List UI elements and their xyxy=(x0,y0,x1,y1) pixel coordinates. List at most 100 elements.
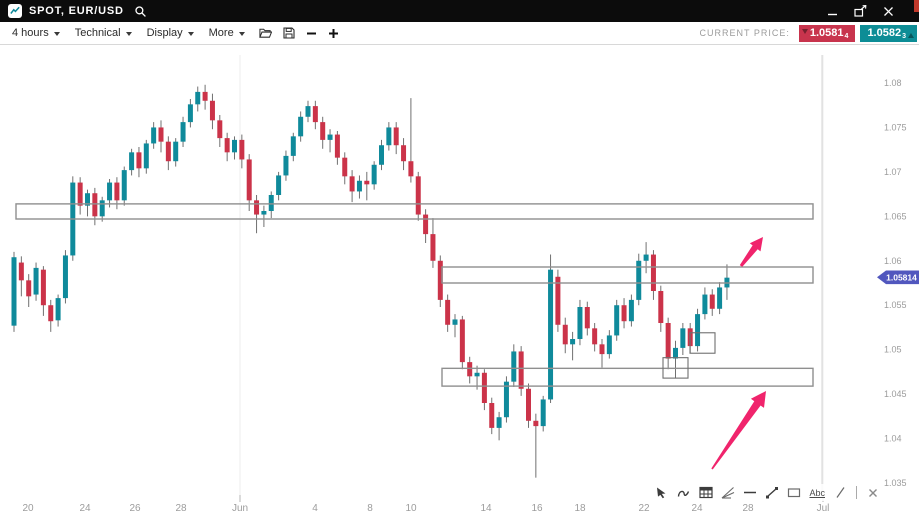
save-button[interactable] xyxy=(283,27,295,39)
y-axis-tick-label: 1.07 xyxy=(884,167,902,177)
technical-menu[interactable]: Technical xyxy=(72,25,135,41)
pointer-tool-button[interactable] xyxy=(654,485,669,500)
x-axis-tick-label: 18 xyxy=(574,503,586,514)
candle xyxy=(151,127,157,144)
close-button[interactable] xyxy=(881,4,895,18)
up-arrow-annotation[interactable] xyxy=(711,391,766,470)
candle xyxy=(452,319,458,325)
fan-lines-tool-button[interactable] xyxy=(720,485,735,500)
annotation-box[interactable] xyxy=(689,332,716,354)
floppy-disk-icon xyxy=(283,27,295,39)
candle xyxy=(209,100,215,121)
candle xyxy=(224,138,230,153)
candle xyxy=(107,182,113,201)
candle xyxy=(334,134,340,158)
annotation-box[interactable] xyxy=(662,357,689,379)
rectangle-icon xyxy=(787,488,801,498)
ask-price-badge[interactable]: 1.0582 3 xyxy=(860,24,917,42)
candle xyxy=(673,347,678,359)
candle xyxy=(445,299,451,325)
technical-menu-label: Technical xyxy=(74,27,121,39)
open-folder-icon xyxy=(258,28,272,38)
candle xyxy=(621,305,627,322)
price-chart[interactable]: 1.08 1.075 1.07 1.065 1.06 1.055 1.05 1.045 1.04… xyxy=(0,45,919,521)
fan-lines-icon xyxy=(721,487,735,499)
ask-price-value: 1.0582 xyxy=(867,27,902,39)
x-axis-tick-label: 24 xyxy=(79,503,91,514)
bid-price-badge[interactable]: 1.0581 4 xyxy=(798,24,856,42)
candle xyxy=(239,139,245,160)
candle xyxy=(320,122,326,140)
close-icon xyxy=(868,488,877,497)
candle xyxy=(26,280,32,297)
candle xyxy=(467,362,473,377)
chevron-down-icon xyxy=(53,31,60,36)
candle xyxy=(11,257,17,326)
zoom-out-button[interactable] xyxy=(306,28,317,39)
restore-window-button[interactable] xyxy=(853,4,867,18)
remove-drawing-button[interactable] xyxy=(865,485,880,500)
y-axis-tick-label: 1.045 xyxy=(884,389,907,399)
x-axis-tick-label: 22 xyxy=(638,503,650,514)
chart-area: 1.08 1.075 1.07 1.065 1.06 1.055 1.05 1.045 1.04… xyxy=(0,45,919,521)
search-icon[interactable] xyxy=(134,5,147,18)
external-close-button[interactable] xyxy=(914,0,919,12)
open-layout-button[interactable] xyxy=(258,27,272,39)
candle xyxy=(628,299,634,322)
plus-icon xyxy=(328,28,338,38)
display-menu[interactable]: Display xyxy=(144,25,197,41)
support-resistance-zone[interactable] xyxy=(441,266,814,284)
candle xyxy=(99,200,105,217)
x-axis-tick-label: 20 xyxy=(22,503,34,514)
up-arrow-annotation[interactable] xyxy=(739,237,763,267)
line-tool-button[interactable] xyxy=(833,485,848,500)
candle xyxy=(364,180,370,185)
freehand-tool-button[interactable] xyxy=(676,485,691,500)
y-axis-tick-label: 1.04 xyxy=(884,434,902,444)
candle xyxy=(342,157,348,177)
down-tick-icon xyxy=(801,28,808,34)
candle xyxy=(85,193,90,206)
horizontal-line-icon xyxy=(743,491,756,494)
candle xyxy=(503,381,509,418)
trendline-tool-button[interactable] xyxy=(764,485,779,500)
candle xyxy=(55,298,61,321)
text-tool-button[interactable]: Abc xyxy=(809,487,825,498)
candle xyxy=(173,141,179,162)
x-axis-tick-label: 26 xyxy=(129,503,141,514)
bid-price-value: 1.0581 xyxy=(809,27,844,39)
support-resistance-zone[interactable] xyxy=(15,203,814,220)
candle xyxy=(136,152,142,169)
x-axis-tick-label: 8 xyxy=(367,503,373,514)
candle xyxy=(533,420,539,427)
candle xyxy=(158,127,164,142)
timeframe-menu[interactable]: 4 hours xyxy=(9,25,63,41)
horizontal-line-tool-button[interactable] xyxy=(742,485,757,500)
candle xyxy=(459,319,465,363)
candle xyxy=(379,145,384,165)
zoom-in-button[interactable] xyxy=(328,28,339,39)
candle xyxy=(695,314,701,347)
candle xyxy=(570,339,576,345)
y-axis-tick-label: 1.075 xyxy=(884,122,907,132)
grid-tool-button[interactable] xyxy=(698,485,713,500)
candle xyxy=(518,351,524,389)
candle xyxy=(658,291,664,323)
more-menu[interactable]: More xyxy=(206,25,248,41)
support-resistance-zone[interactable] xyxy=(441,367,814,387)
chevron-down-icon xyxy=(187,31,194,36)
x-axis-tick-label: Jul xyxy=(817,503,830,514)
candle xyxy=(261,211,267,215)
rectangle-tool-button[interactable] xyxy=(786,485,801,500)
minimize-button[interactable] xyxy=(825,4,839,18)
candle xyxy=(254,200,260,215)
candle xyxy=(312,106,318,123)
candle xyxy=(511,351,517,382)
candle xyxy=(709,294,715,309)
x-axis-tick-label: 28 xyxy=(742,503,754,514)
candle xyxy=(349,176,355,192)
candle xyxy=(540,399,546,427)
candle xyxy=(592,328,598,345)
candle xyxy=(401,145,407,162)
candle xyxy=(643,254,649,261)
